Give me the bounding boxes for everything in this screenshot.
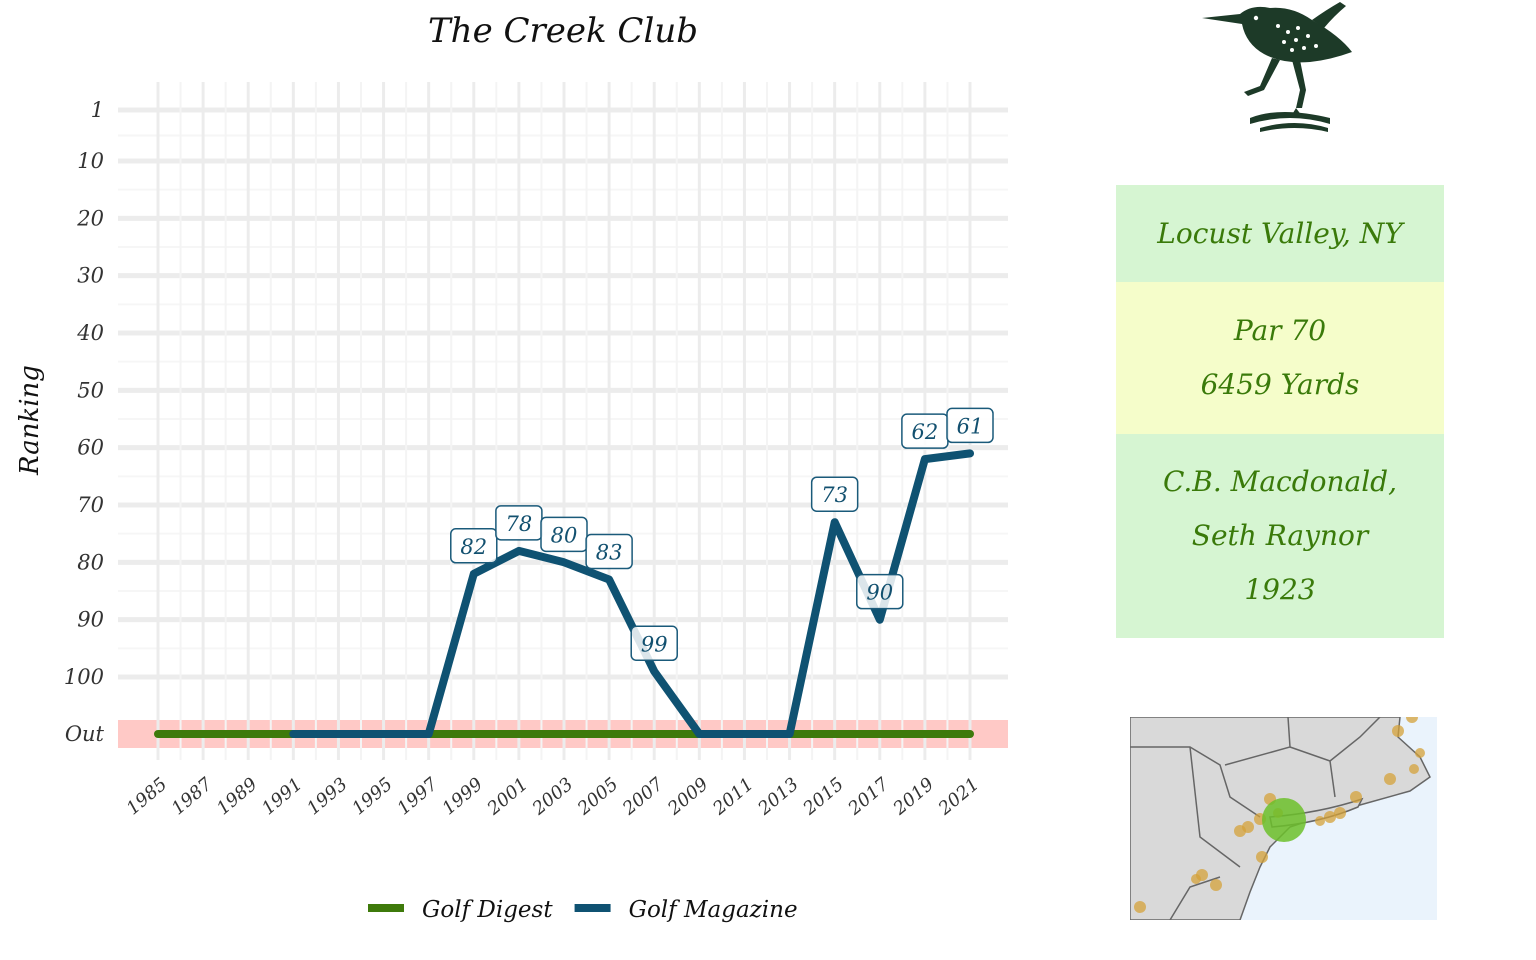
legend-label: Golf Digest: [422, 897, 553, 923]
architect-2-text: Seth Raynor: [1191, 519, 1369, 552]
y-tick-label: 20: [76, 206, 104, 230]
y-tick-label: 50: [77, 378, 104, 402]
data-label: 61: [946, 407, 994, 444]
x-tick-label: 2013: [753, 774, 802, 820]
y-tick-label: Out: [65, 722, 105, 746]
y-tick-label: 10: [77, 149, 104, 173]
svg-text:90: 90: [866, 581, 893, 605]
y-axis-label: Ranking: [15, 365, 45, 476]
x-tick-label: 2015: [799, 774, 848, 820]
svg-text:78: 78: [506, 512, 533, 536]
y-tick-label: 90: [77, 608, 104, 632]
data-label: 80: [540, 516, 588, 553]
x-tick-label: 2011: [708, 774, 757, 820]
data-label: 83: [585, 533, 633, 570]
y-tick-label: 40: [76, 321, 104, 345]
y-tick-label: 1: [91, 98, 104, 122]
y-tick-label: 30: [77, 264, 104, 288]
data-label: 78: [495, 505, 543, 541]
legend: Golf Digest Golf Magazine: [368, 897, 798, 923]
x-tick-label: 2019: [889, 774, 938, 820]
x-tick-label: 2003: [528, 774, 577, 820]
svg-text:99: 99: [641, 632, 668, 656]
data-label: 99: [630, 625, 678, 662]
x-tick-label: 2009: [663, 774, 712, 820]
legend-item: Golf Digest: [368, 897, 553, 923]
location-map: [1130, 717, 1437, 920]
plot-area: 1102030405060708090100Out198519871989199…: [64, 82, 1008, 820]
architect-box: C.B. Macdonald, Seth Raynor 1923: [1116, 434, 1444, 638]
x-tick-label: 2001: [483, 774, 532, 820]
x-tick-label: 2007: [618, 773, 668, 820]
svg-text:62: 62: [912, 420, 939, 444]
ranking-chart: The Creek Club Ranking 1 10 20 30 40 50 60 70 80…: [15, 11, 1008, 923]
x-tick-label: 1989: [213, 774, 262, 820]
year-built-text: 1923: [1244, 573, 1316, 606]
x-tick-label: 1985: [123, 774, 172, 820]
svg-text:83: 83: [596, 541, 623, 565]
svg-text:61: 61: [957, 414, 984, 438]
data-label: 90: [856, 573, 904, 610]
svg-text:73: 73: [821, 483, 848, 507]
data-label: 82: [450, 528, 498, 564]
series-line-golf-magazine: [289, 449, 974, 738]
x-tick-label: 2017: [844, 773, 894, 820]
y-tick-label: 60: [77, 436, 104, 460]
y-tick-label: 70: [77, 493, 104, 517]
svg-text:80: 80: [551, 523, 578, 547]
location-box: Locust Valley, NY: [1116, 185, 1444, 282]
data-label: 62: [901, 413, 949, 449]
location-text: Locust Valley, NY: [1157, 216, 1403, 250]
x-tick-label: 1997: [393, 773, 442, 819]
course-location-marker: [1262, 798, 1306, 842]
legend-label: Golf Magazine: [629, 897, 798, 923]
x-tick-label: 1991: [258, 774, 307, 820]
par-text: Par 70: [1233, 314, 1327, 347]
x-tick-label: 1987: [168, 773, 217, 819]
y-tick-label: 100: [64, 665, 104, 689]
y-tick-label: 80: [77, 550, 104, 574]
legend-item: Golf Magazine: [574, 897, 798, 923]
x-tick-label: 1999: [438, 774, 487, 820]
x-tick-label: 2021: [934, 774, 983, 820]
par-yards-box: Par 70 6459 Yards: [1116, 282, 1444, 434]
chart-title: The Creek Club: [428, 11, 698, 51]
data-label: 73: [810, 476, 859, 512]
yards-text: 6459 Yards: [1200, 368, 1360, 401]
x-tick-label: 1993: [303, 774, 352, 820]
svg-text:82: 82: [460, 535, 487, 559]
architect-1-text: C.B. Macdonald,: [1162, 465, 1398, 498]
course-info-panel: Locust Valley, NY Par 70 6459 Yards C.B.…: [1116, 185, 1444, 638]
club-logo-bird-icon: [1202, 2, 1352, 132]
x-tick-label: 1995: [348, 774, 397, 820]
x-tick-label: 2005: [573, 774, 622, 820]
